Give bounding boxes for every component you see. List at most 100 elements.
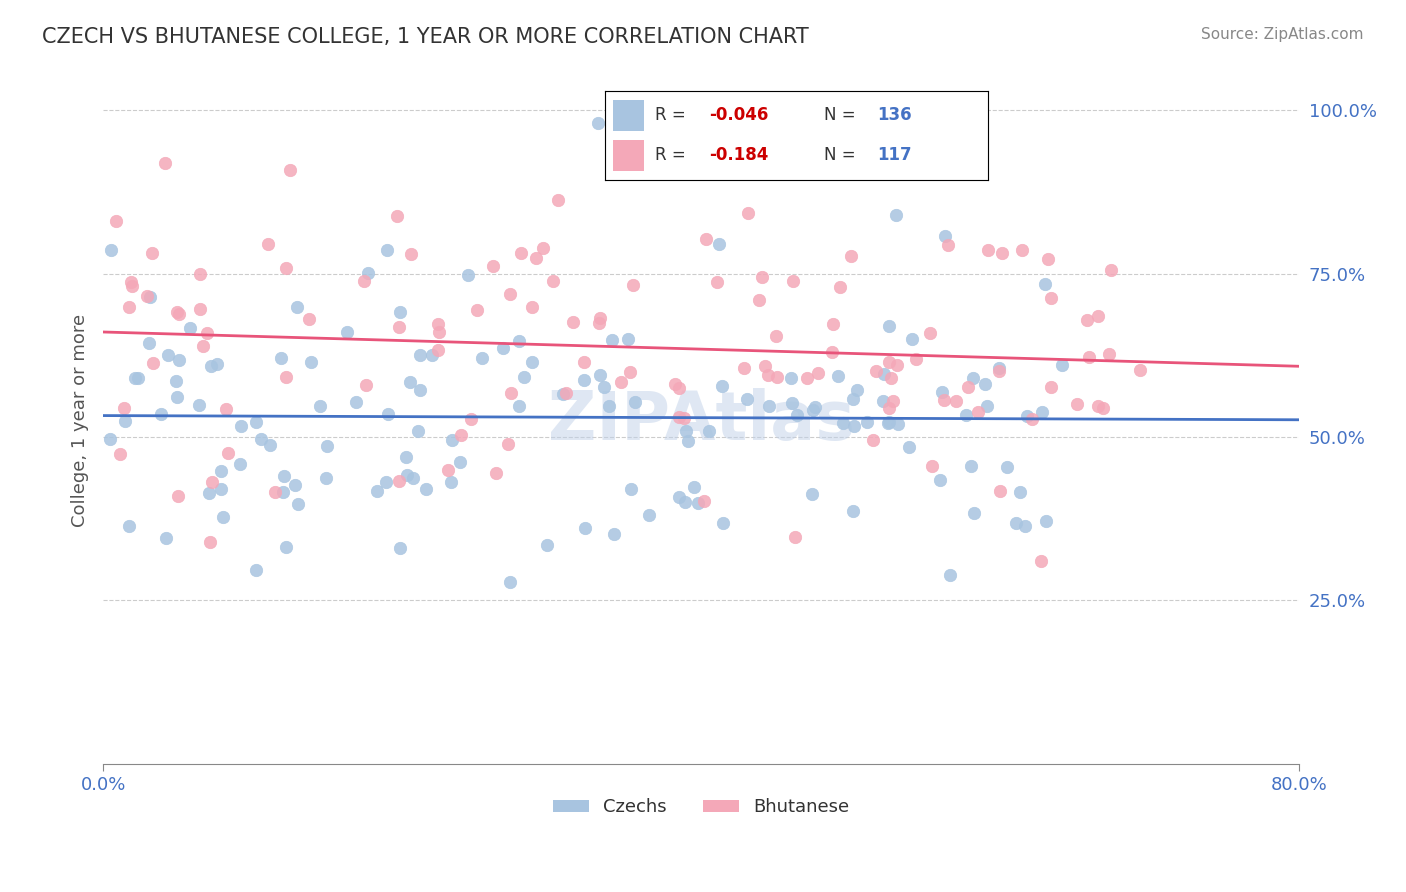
- Point: [855, 415, 877, 429]
- Point: [100, 244, 122, 258]
- Point: [420, 348, 443, 362]
- Point: [406, 424, 429, 438]
- Point: [388, 319, 411, 334]
- Point: [1017, 409, 1039, 423]
- Point: [807, 366, 830, 380]
- Point: [842, 504, 865, 518]
- Point: [673, 495, 696, 509]
- Point: [905, 352, 928, 367]
- Point: [118, 300, 141, 314]
- Point: [945, 394, 967, 409]
- Point: [449, 455, 471, 469]
- Point: [98, 432, 121, 446]
- Point: [114, 414, 136, 428]
- Point: [828, 280, 851, 294]
- Point: [1076, 313, 1098, 327]
- Point: [901, 332, 924, 346]
- Point: [884, 208, 907, 222]
- Point: [754, 359, 776, 373]
- Legend: Czechs, Bhutanese: Czechs, Bhutanese: [546, 791, 856, 823]
- Point: [375, 243, 398, 257]
- Point: [120, 275, 142, 289]
- Point: [737, 206, 759, 220]
- Point: [688, 496, 710, 510]
- Point: [188, 398, 211, 412]
- Point: [765, 328, 787, 343]
- Point: [357, 266, 380, 280]
- Point: [209, 482, 232, 496]
- Point: [166, 305, 188, 319]
- Point: [928, 473, 950, 487]
- Point: [167, 489, 190, 503]
- Point: [188, 302, 211, 317]
- Point: [877, 416, 900, 430]
- Point: [520, 355, 543, 369]
- Point: [1087, 309, 1109, 323]
- Point: [600, 333, 623, 347]
- Point: [166, 390, 188, 404]
- Point: [967, 405, 990, 419]
- Point: [399, 247, 422, 261]
- Point: [574, 520, 596, 534]
- Point: [274, 540, 297, 554]
- Point: [284, 478, 307, 492]
- Point: [309, 399, 332, 413]
- Point: [786, 408, 808, 422]
- Text: CZECH VS BHUTANESE COLLEGE, 1 YEAR OR MORE CORRELATION CHART: CZECH VS BHUTANESE COLLEGE, 1 YEAR OR MO…: [42, 27, 808, 46]
- Point: [572, 373, 595, 387]
- Point: [264, 484, 287, 499]
- Point: [668, 381, 690, 395]
- Point: [783, 530, 806, 544]
- Point: [1031, 405, 1053, 419]
- Point: [198, 486, 221, 500]
- Point: [315, 439, 337, 453]
- Point: [766, 370, 789, 384]
- Point: [693, 494, 716, 508]
- Point: [1091, 401, 1114, 415]
- Point: [344, 394, 367, 409]
- Point: [699, 425, 721, 439]
- Point: [409, 348, 432, 362]
- Point: [153, 156, 176, 170]
- Point: [188, 268, 211, 282]
- Point: [683, 480, 706, 494]
- Point: [482, 259, 505, 273]
- Point: [624, 394, 647, 409]
- Point: [273, 469, 295, 483]
- Point: [427, 325, 450, 339]
- Point: [299, 355, 322, 369]
- Point: [988, 483, 1011, 498]
- Point: [589, 310, 612, 325]
- Point: [179, 321, 201, 335]
- Point: [209, 465, 232, 479]
- Point: [212, 509, 235, 524]
- Point: [270, 351, 292, 366]
- Point: [619, 365, 641, 379]
- Point: [229, 457, 252, 471]
- Point: [510, 245, 533, 260]
- Point: [887, 417, 910, 432]
- Point: [804, 400, 827, 414]
- Point: [959, 458, 981, 473]
- Point: [1098, 347, 1121, 361]
- Point: [231, 418, 253, 433]
- Point: [882, 393, 904, 408]
- Point: [877, 318, 900, 333]
- Point: [976, 243, 998, 257]
- Point: [872, 394, 894, 409]
- Point: [541, 274, 564, 288]
- Point: [409, 383, 432, 397]
- Point: [756, 368, 779, 382]
- Point: [335, 325, 357, 339]
- Point: [706, 275, 728, 289]
- Point: [962, 370, 984, 384]
- Point: [1099, 262, 1122, 277]
- Point: [427, 317, 450, 331]
- Point: [603, 527, 626, 541]
- Point: [520, 300, 543, 314]
- Point: [492, 342, 515, 356]
- Point: [398, 375, 420, 389]
- Point: [471, 351, 494, 366]
- Point: [353, 274, 375, 288]
- Point: [215, 401, 238, 416]
